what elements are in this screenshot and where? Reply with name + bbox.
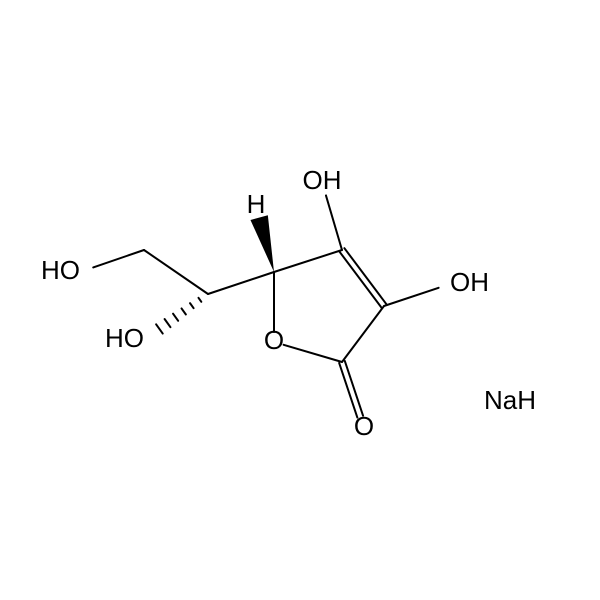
atom-label-OH6: HO bbox=[105, 323, 144, 353]
atom-label-O_ring: O bbox=[264, 325, 284, 355]
atom-label-NaH: NaH bbox=[484, 385, 536, 415]
molecule-diagram: O O OH OH H HO HO NaH bbox=[0, 0, 600, 600]
atom-label-O_dbl: O bbox=[354, 411, 374, 441]
atom-label-OH7: HO bbox=[41, 255, 80, 285]
atom-label-OH3: OH bbox=[450, 267, 489, 297]
atom-label-H5: H bbox=[247, 189, 266, 219]
atom-label-OH4: OH bbox=[303, 165, 342, 195]
